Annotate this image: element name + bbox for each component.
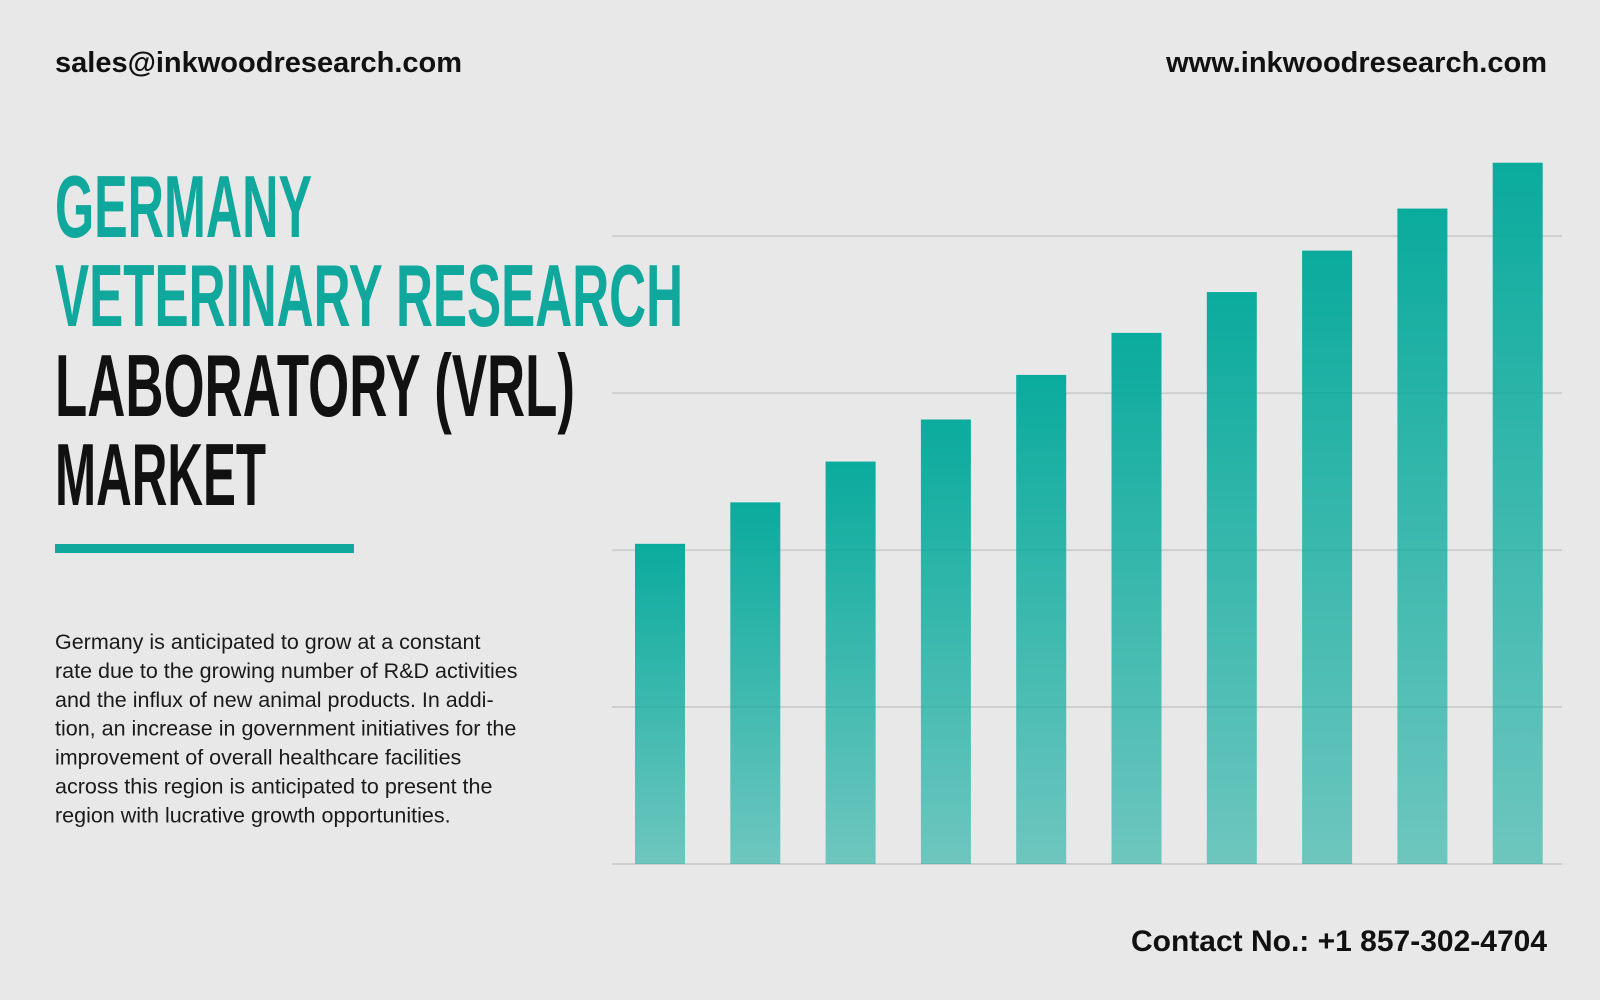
title-line: LABORATORY (VRL) — [55, 336, 575, 435]
bar — [1302, 250, 1353, 865]
title-underline — [55, 544, 354, 553]
bar — [730, 502, 781, 864]
bar — [1206, 292, 1257, 865]
description-line: and the influx of new animal products. I… — [55, 688, 494, 712]
bar — [1492, 162, 1543, 864]
bar — [1111, 332, 1162, 864]
description: Germany is anticipated to grow at a cons… — [55, 630, 517, 827]
description-line: tion, an increase in government initiati… — [55, 717, 516, 741]
title-line: MARKET — [55, 425, 266, 524]
description-line: region with lucrative growth opportuniti… — [55, 803, 451, 827]
bar — [825, 461, 876, 864]
website: www.inkwoodresearch.com — [1165, 47, 1547, 79]
bar — [920, 419, 971, 864]
email: sales@inkwoodresearch.com — [55, 47, 462, 79]
bar — [1016, 374, 1067, 864]
description-line: across this region is anticipated to pre… — [55, 775, 492, 799]
description-line: rate due to the growing number of R&D ac… — [55, 659, 517, 683]
bar-chart — [612, 162, 1562, 865]
title-line: GERMANY — [55, 157, 312, 256]
description-line: Germany is anticipated to grow at a cons… — [55, 630, 480, 654]
bar — [1397, 208, 1448, 864]
bar — [635, 543, 685, 864]
contact: Contact No.: +1 857-302-4704 — [1131, 925, 1547, 958]
title-line: VETERINARY RESEARCH — [55, 246, 683, 345]
description-line: improvement of overall healthcare facili… — [55, 746, 461, 770]
